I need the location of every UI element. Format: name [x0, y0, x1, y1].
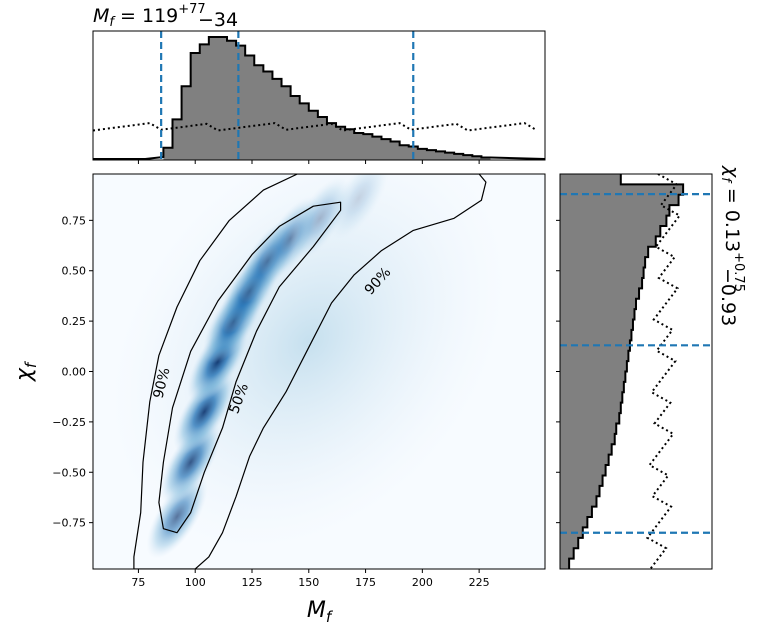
y-tick-label: −0.25 [52, 416, 86, 429]
right-title-subscript-text: −0.93 [717, 268, 739, 326]
x-tick-label: 150 [298, 576, 319, 589]
contours [133, 174, 487, 569]
y-tick-label: 0.50 [62, 265, 87, 278]
top-marginal-panel: Mf = 119+77 −34 [92, 2, 546, 164]
top-histogram [93, 31, 545, 160]
y-tick-label: 0.00 [62, 366, 87, 379]
right-marginal-panel: χf = 0.13+0.75 −0.93 [556, 165, 746, 570]
y-tick-label: 0.75 [62, 214, 87, 227]
density-blob [289, 176, 351, 261]
density-blob [146, 474, 208, 559]
x-tick-label: 175 [355, 576, 376, 589]
top-title: Mf = 119+77 [93, 2, 206, 30]
x-tick-label: 100 [185, 576, 206, 589]
top-prior-outline [93, 122, 537, 132]
x-tick-label: 125 [241, 576, 262, 589]
top-posterior-fill [163, 37, 491, 160]
y-tick-label: −0.75 [52, 517, 86, 530]
x-axis-label: Mf [307, 598, 334, 626]
y-axis-label: χf [12, 360, 40, 382]
top-ticks [137, 160, 480, 164]
contour-50 [158, 201, 342, 534]
joint-panel: 75 100 125 150 175 200 225 0.75 0.50 0.25 0.00 −0.… [12, 173, 546, 626]
right-posterior-outline [568, 174, 685, 569]
top-panel-frame [92, 30, 546, 161]
contour-label-90-left: 90% [151, 366, 174, 400]
x-tick-label: 225 [469, 576, 490, 589]
top-posterior-outline [93, 36, 545, 160]
y-axis-ticks: 0.75 0.50 0.25 0.00 −0.25 −0.50 −0.75 [52, 214, 93, 530]
x-axis-ticks: 75 100 125 150 175 200 225 [131, 569, 490, 589]
x-tick-label: 200 [412, 576, 433, 589]
top-title-subscript: −34 [198, 9, 238, 31]
right-histogram [560, 174, 712, 569]
y-tick-label: −0.50 [52, 466, 86, 479]
y-tick-label: 0.25 [62, 315, 87, 328]
right-posterior-fill [560, 174, 684, 569]
svg-text:χf = 0.13+0.75: χf = 0.13+0.75 [718, 165, 746, 292]
x-tick-label: 75 [131, 576, 145, 589]
right-ticks [556, 219, 560, 524]
contour-90 [133, 174, 487, 569]
right-title: χf = 0.13+0.75 [718, 165, 746, 292]
density-heatmap [111, 174, 506, 559]
density-blob [328, 174, 390, 241]
